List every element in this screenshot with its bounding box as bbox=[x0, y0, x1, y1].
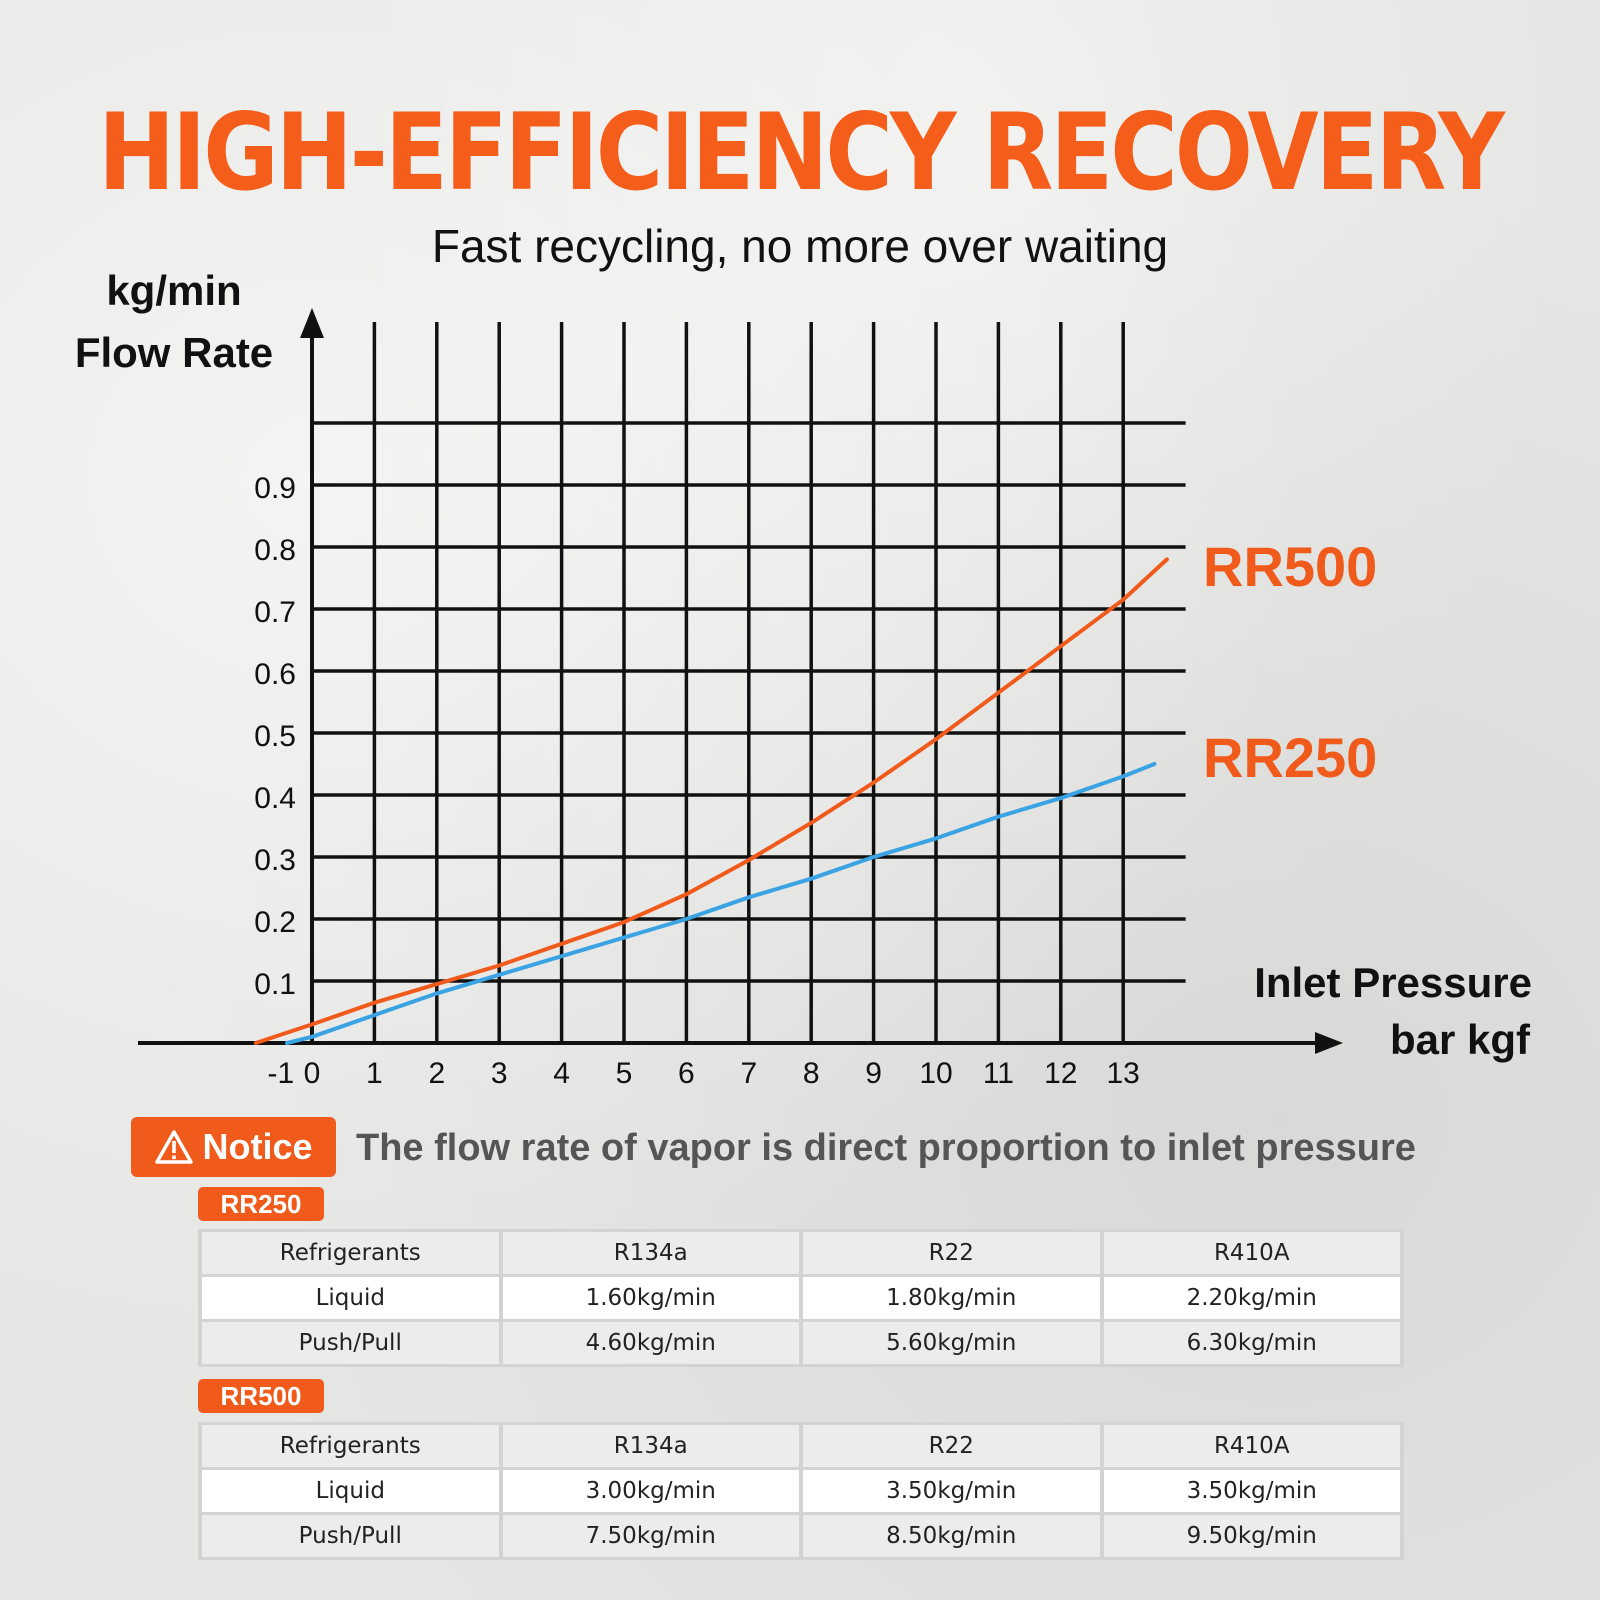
notice-badge: Notice bbox=[131, 1117, 336, 1177]
table-cell: 3.00kg/min bbox=[502, 1470, 799, 1512]
rr500-spec-table: Refrigerants R134a R22 R410A Liquid 3.00… bbox=[198, 1422, 1404, 1560]
x-tick-label: 10 bbox=[919, 1057, 952, 1090]
y-tick-label: 0.3 bbox=[254, 844, 296, 877]
table-header-cell: R134a bbox=[502, 1425, 799, 1467]
rr250-spec-table: Refrigerants R134a R22 R410A Liquid 1.60… bbox=[198, 1229, 1404, 1367]
table-header-cell: R410A bbox=[1103, 1425, 1400, 1467]
x-axis-unit: bar kgf bbox=[1390, 1016, 1531, 1063]
legend-rr250: RR250 bbox=[1203, 726, 1377, 789]
x-tick-label: 13 bbox=[1107, 1057, 1140, 1090]
x-tick-label: -1 bbox=[267, 1057, 294, 1090]
y-tick-label: 0.9 bbox=[254, 472, 296, 505]
y-axis-unit: kg/min bbox=[106, 267, 241, 314]
x-tick-label: 12 bbox=[1044, 1057, 1077, 1090]
table-header-cell: R134a bbox=[502, 1232, 799, 1274]
table-header-row: Refrigerants R134a R22 R410A bbox=[202, 1425, 1400, 1467]
rr250-tag: RR250 bbox=[198, 1187, 324, 1221]
x-tick-label: 5 bbox=[616, 1057, 633, 1090]
y-tick-label: 0.8 bbox=[254, 534, 296, 567]
table-cell: 7.50kg/min bbox=[502, 1515, 799, 1557]
table-header-cell: R22 bbox=[803, 1232, 1100, 1274]
table-row: Push/Pull 4.60kg/min 5.60kg/min 6.30kg/m… bbox=[202, 1322, 1400, 1364]
y-axis-arrow-icon bbox=[300, 308, 324, 338]
x-tick-label: 6 bbox=[678, 1057, 695, 1090]
y-axis-label: Flow Rate bbox=[75, 329, 273, 376]
table-row: Liquid 3.00kg/min 3.50kg/min 3.50kg/min bbox=[202, 1470, 1400, 1512]
x-tick-label: 0 bbox=[304, 1057, 321, 1090]
table-header-cell: R22 bbox=[803, 1425, 1100, 1467]
page-subtitle: Fast recycling, no more over waiting bbox=[431, 220, 1169, 272]
table-cell: 3.50kg/min bbox=[803, 1470, 1100, 1512]
rr500-tag: RR500 bbox=[198, 1379, 324, 1413]
table-cell: 9.50kg/min bbox=[1103, 1515, 1400, 1557]
x-tick-label: 2 bbox=[428, 1057, 445, 1090]
y-tick-label: 0.1 bbox=[254, 968, 296, 1001]
notice-label: Notice bbox=[202, 1126, 313, 1167]
x-tick-label: 4 bbox=[553, 1057, 570, 1090]
table-row: Push/Pull 7.50kg/min 8.50kg/min 9.50kg/m… bbox=[202, 1515, 1400, 1557]
x-axis-arrow-icon bbox=[1315, 1032, 1343, 1054]
notice-text: The flow rate of vapor is direct proport… bbox=[356, 1127, 1416, 1169]
table-cell: 4.60kg/min bbox=[502, 1322, 799, 1364]
table-cell: 5.60kg/min bbox=[803, 1322, 1100, 1364]
y-tick-label: 0.6 bbox=[254, 658, 296, 691]
table-row: Liquid 1.60kg/min 1.80kg/min 2.20kg/min bbox=[202, 1277, 1400, 1319]
legend-rr500: RR500 bbox=[1203, 535, 1377, 598]
table-cell: 1.80kg/min bbox=[803, 1277, 1100, 1319]
table-cell: Liquid bbox=[202, 1277, 499, 1319]
table-header-cell: Refrigerants bbox=[202, 1425, 499, 1467]
series-line-rr250 bbox=[285, 762, 1157, 1045]
x-tick-label: 9 bbox=[865, 1057, 882, 1090]
table-cell: Push/Pull bbox=[202, 1322, 499, 1364]
x-tick-label: 3 bbox=[491, 1057, 508, 1090]
x-tick-label: 11 bbox=[983, 1057, 1014, 1090]
x-tick-label: 7 bbox=[740, 1057, 757, 1090]
table-cell: 3.50kg/min bbox=[1103, 1470, 1400, 1512]
chart-grid bbox=[312, 322, 1186, 1043]
table-cell: 2.20kg/min bbox=[1103, 1277, 1400, 1319]
x-axis-label: Inlet Pressure bbox=[1254, 959, 1532, 1006]
table-cell: Push/Pull bbox=[202, 1515, 499, 1557]
table-cell: 8.50kg/min bbox=[803, 1515, 1100, 1557]
table-header-cell: R410A bbox=[1103, 1232, 1400, 1274]
page-title: HIGH-EFFICIENCY RECOVERY bbox=[98, 91, 1505, 215]
chart-series bbox=[253, 557, 1169, 1045]
y-tick-label: 0.7 bbox=[254, 596, 296, 629]
series-line-rr500 bbox=[253, 557, 1169, 1045]
x-tick-label: 8 bbox=[803, 1057, 820, 1090]
y-tick-label: 0.4 bbox=[254, 782, 296, 815]
table-header-row: Refrigerants R134a R22 R410A bbox=[202, 1232, 1400, 1274]
warning-icon bbox=[155, 1130, 194, 1164]
y-tick-label: 0.2 bbox=[254, 906, 296, 939]
table-cell: Liquid bbox=[202, 1470, 499, 1512]
table-header-cell: Refrigerants bbox=[202, 1232, 499, 1274]
flow-rate-chart: kg/min Flow Rate Inlet Pressure bar kgf … bbox=[75, 267, 1532, 1090]
table-cell: 1.60kg/min bbox=[502, 1277, 799, 1319]
chart-labels: kg/min Flow Rate Inlet Pressure bar kgf … bbox=[75, 267, 1532, 1090]
y-tick-label: 0.5 bbox=[254, 720, 296, 753]
x-tick-label: 1 bbox=[366, 1057, 383, 1090]
chart-axes bbox=[138, 308, 1343, 1054]
table-cell: 6.30kg/min bbox=[1103, 1322, 1400, 1364]
